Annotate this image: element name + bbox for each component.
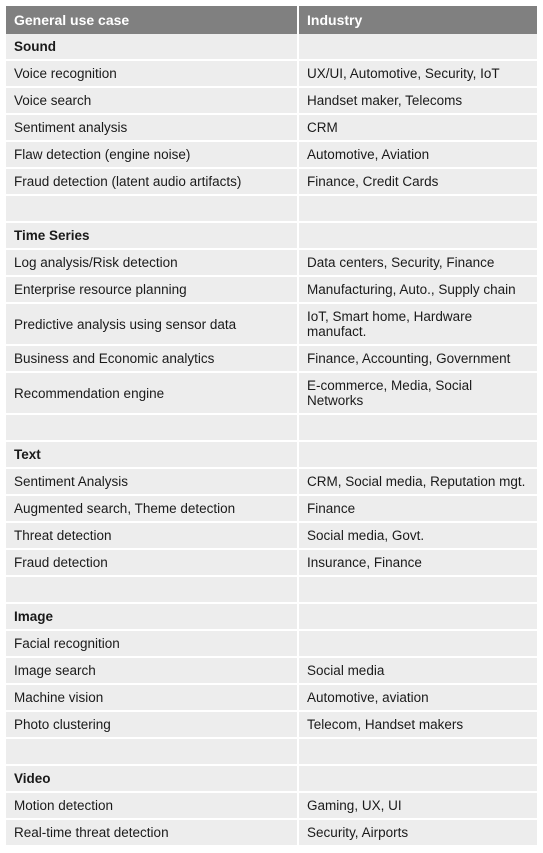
use-case-cell: Real-time threat detection — [6, 819, 298, 846]
table-row: Real-time threat detectionSecurity, Airp… — [6, 819, 537, 846]
use-case-cell: Voice recognition — [6, 60, 298, 87]
spacer-row — [6, 576, 537, 603]
section-title-row: Image — [6, 603, 537, 630]
table-row: Log analysis/Risk detectionData centers,… — [6, 249, 537, 276]
industry-cell — [298, 630, 537, 657]
industry-cell: Data centers, Security, Finance — [298, 249, 537, 276]
industry-cell: Handset maker, Telecoms — [298, 87, 537, 114]
industry-cell: Automotive, aviation — [298, 684, 537, 711]
industry-cell: IoT, Smart home, Hardware manufact. — [298, 303, 537, 345]
use-case-cell: Machine vision — [6, 684, 298, 711]
use-case-cell: Sentiment analysis — [6, 114, 298, 141]
industry-cell: Social media — [298, 657, 537, 684]
table-row: Photo clusteringTelecom, Handset makers — [6, 711, 537, 738]
empty-cell — [298, 34, 537, 60]
spacer-row — [6, 738, 537, 765]
use-case-cell: Fraud detection (latent audio artifacts) — [6, 168, 298, 195]
use-case-cell: Recommendation engine — [6, 372, 298, 414]
table-row: Flaw detection (engine noise)Automotive,… — [6, 141, 537, 168]
use-case-cell: Log analysis/Risk detection — [6, 249, 298, 276]
industry-cell: Manufacturing, Auto., Supply chain — [298, 276, 537, 303]
table-row: Recommendation engineE-commerce, Media, … — [6, 372, 537, 414]
table-row: Threat detectionSocial media, Govt. — [6, 522, 537, 549]
use-case-cell: Augmented search, Theme detection — [6, 495, 298, 522]
empty-cell — [298, 603, 537, 630]
table-row: Predictive analysis using sensor dataIoT… — [6, 303, 537, 345]
header-general-use-case: General use case — [6, 6, 298, 34]
industry-cell: Automotive, Aviation — [298, 141, 537, 168]
section-title-row: Video — [6, 765, 537, 792]
spacer-cell — [6, 414, 298, 441]
spacer-cell — [6, 576, 298, 603]
industry-cell: Social media, Govt. — [298, 522, 537, 549]
spacer-cell — [298, 738, 537, 765]
table-row: Motion detectionGaming, UX, UI — [6, 792, 537, 819]
use-case-cell: Business and Economic analytics — [6, 345, 298, 372]
industry-cell: Finance, Credit Cards — [298, 168, 537, 195]
industry-cell: Finance — [298, 495, 537, 522]
table-row: Voice searchHandset maker, Telecoms — [6, 87, 537, 114]
table-row: Enterprise resource planningManufacturin… — [6, 276, 537, 303]
table-row: Augmented search, Theme detectionFinance — [6, 495, 537, 522]
industry-cell: CRM, Social media, Reputation mgt. — [298, 468, 537, 495]
use-case-cell: Photo clustering — [6, 711, 298, 738]
header-industry: Industry — [298, 6, 537, 34]
use-case-cell: Facial recognition — [6, 630, 298, 657]
spacer-cell — [298, 414, 537, 441]
table-row: Image searchSocial media — [6, 657, 537, 684]
spacer-cell — [6, 195, 298, 222]
table-row: Sentiment analysisCRM — [6, 114, 537, 141]
industry-cell: UX/UI, Automotive, Security, IoT — [298, 60, 537, 87]
table-row: Fraud detection (latent audio artifacts)… — [6, 168, 537, 195]
use-case-cell: Fraud detection — [6, 549, 298, 576]
spacer-cell — [298, 195, 537, 222]
industry-cell: Finance, Accounting, Government — [298, 345, 537, 372]
spacer-cell — [298, 576, 537, 603]
use-case-cell: Threat detection — [6, 522, 298, 549]
table-row: Machine visionAutomotive, aviation — [6, 684, 537, 711]
spacer-row — [6, 195, 537, 222]
use-case-cell: Image search — [6, 657, 298, 684]
use-case-cell: Enterprise resource planning — [6, 276, 298, 303]
table-header-row: General use case Industry — [6, 6, 537, 34]
section-title-row: Time Series — [6, 222, 537, 249]
empty-cell — [298, 765, 537, 792]
section-title-row: Text — [6, 441, 537, 468]
section-title: Image — [6, 603, 298, 630]
use-case-table: General use case Industry SoundVoice rec… — [6, 6, 537, 847]
table-row: Facial recognition — [6, 630, 537, 657]
industry-cell: Gaming, UX, UI — [298, 792, 537, 819]
section-title-row: Sound — [6, 34, 537, 60]
table-row: Voice recognitionUX/UI, Automotive, Secu… — [6, 60, 537, 87]
use-case-cell: Motion detection — [6, 792, 298, 819]
table-row: Fraud detectionInsurance, Finance — [6, 549, 537, 576]
industry-cell: Telecom, Handset makers — [298, 711, 537, 738]
section-title: Time Series — [6, 222, 298, 249]
empty-cell — [298, 222, 537, 249]
use-case-cell: Sentiment Analysis — [6, 468, 298, 495]
section-title: Sound — [6, 34, 298, 60]
industry-cell: E-commerce, Media, Social Networks — [298, 372, 537, 414]
use-case-cell: Flaw detection (engine noise) — [6, 141, 298, 168]
table-row: Business and Economic analyticsFinance, … — [6, 345, 537, 372]
use-case-cell: Predictive analysis using sensor data — [6, 303, 298, 345]
spacer-cell — [6, 738, 298, 765]
use-case-cell: Voice search — [6, 87, 298, 114]
industry-cell: CRM — [298, 114, 537, 141]
section-title: Video — [6, 765, 298, 792]
empty-cell — [298, 441, 537, 468]
spacer-row — [6, 414, 537, 441]
industry-cell: Insurance, Finance — [298, 549, 537, 576]
section-title: Text — [6, 441, 298, 468]
industry-cell: Security, Airports — [298, 819, 537, 846]
table-row: Sentiment AnalysisCRM, Social media, Rep… — [6, 468, 537, 495]
